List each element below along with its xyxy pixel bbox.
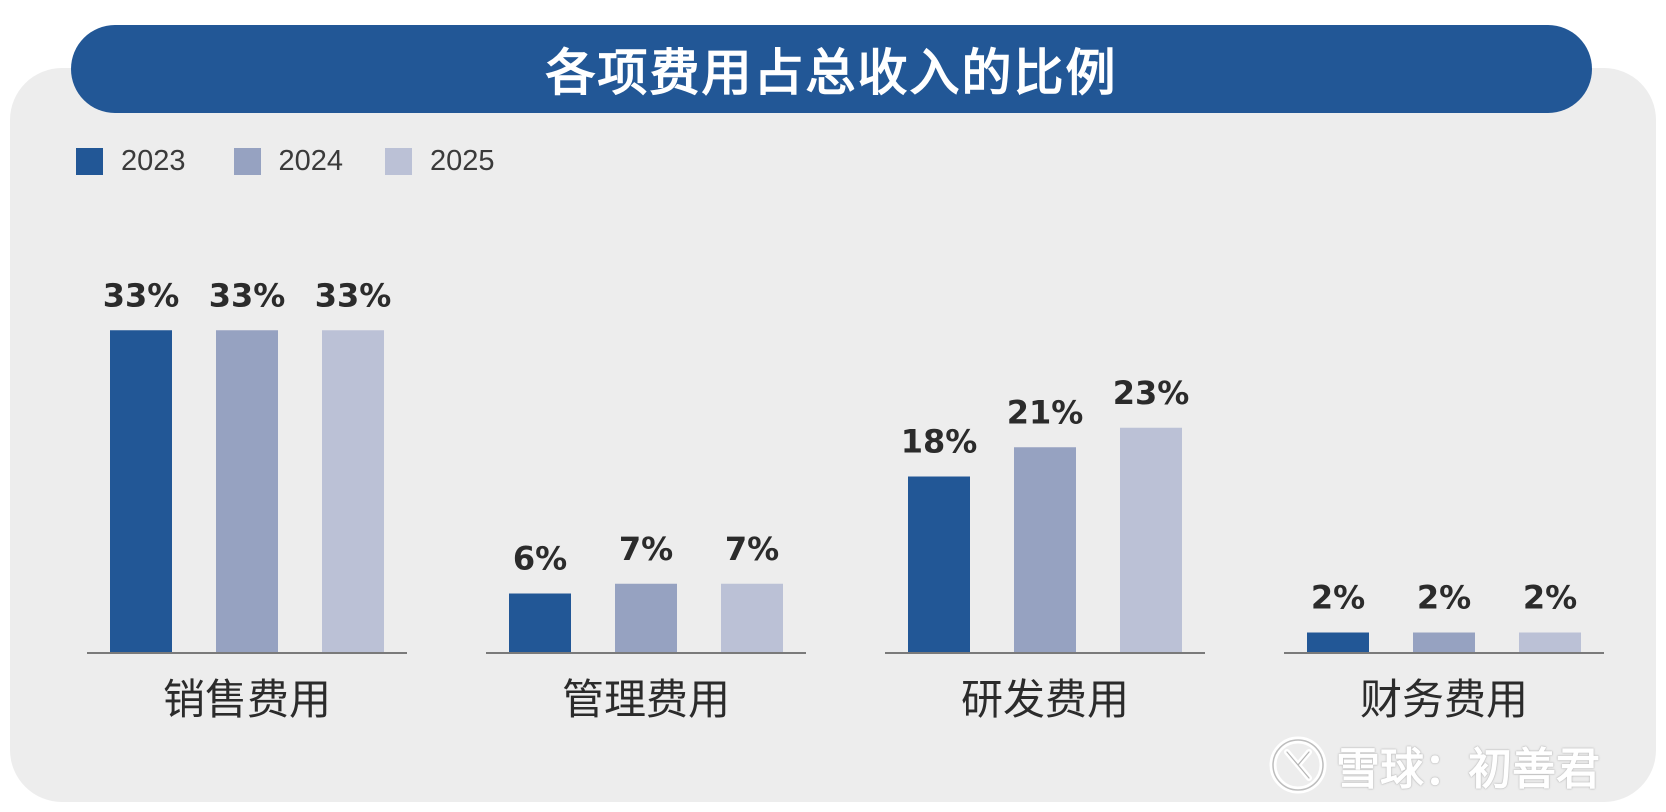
bar-2025-1 <box>322 330 384 652</box>
category-label: 管理费用 <box>562 675 730 724</box>
data-label: 33% <box>315 276 392 314</box>
title-bar: 各项费用占总收入的比例 <box>71 25 1592 113</box>
bar-2025-4 <box>1519 632 1581 652</box>
chart-title: 各项费用占总收入的比例 <box>545 44 1118 102</box>
legend-item-2023: 2023 <box>76 145 186 178</box>
category-label: 销售费用 <box>163 675 331 724</box>
legend-swatch <box>385 148 413 175</box>
data-label: 33% <box>103 276 180 314</box>
watermark: 雪球：初善君 <box>1268 733 1600 797</box>
legend-swatch <box>76 148 103 175</box>
data-label: 7% <box>725 530 779 568</box>
legend-label: 2023 <box>121 145 186 177</box>
bar-2023-1 <box>110 330 172 652</box>
legend-swatch <box>233 148 261 175</box>
data-label: 2% <box>1311 579 1365 617</box>
bar-2023-4 <box>1307 632 1369 652</box>
data-label: 21% <box>1007 393 1084 431</box>
category-label: 研发费用 <box>961 675 1129 724</box>
bar-2025-3 <box>1120 427 1182 652</box>
watermark-text: 雪球：初善君 <box>1336 744 1600 795</box>
bar-2024-2 <box>615 583 677 652</box>
xueqiu-logo-icon <box>1269 736 1327 794</box>
legend-label: 2024 <box>278 145 344 177</box>
data-label: 6% <box>513 540 567 578</box>
data-label: 18% <box>901 423 978 461</box>
bar-2024-1 <box>216 330 278 652</box>
legend-label: 2025 <box>430 145 495 177</box>
legend-item-2025: 2025 <box>385 145 495 178</box>
bar-2024-4 <box>1413 632 1475 652</box>
legend: 2023 2024 2025 <box>76 145 543 178</box>
legend-item-2024: 2024 <box>233 145 344 178</box>
data-label: 33% <box>209 276 286 314</box>
bar-2025-2 <box>721 583 783 652</box>
data-label: 23% <box>1113 374 1190 412</box>
category-label: 财务费用 <box>1360 675 1528 724</box>
chart-background <box>10 68 1656 802</box>
bar-2023-2 <box>509 593 571 652</box>
data-label: 7% <box>619 530 673 568</box>
bar-2023-3 <box>908 476 970 652</box>
data-label: 2% <box>1523 579 1577 617</box>
data-label: 2% <box>1417 579 1471 617</box>
bar-2024-3 <box>1014 447 1076 652</box>
